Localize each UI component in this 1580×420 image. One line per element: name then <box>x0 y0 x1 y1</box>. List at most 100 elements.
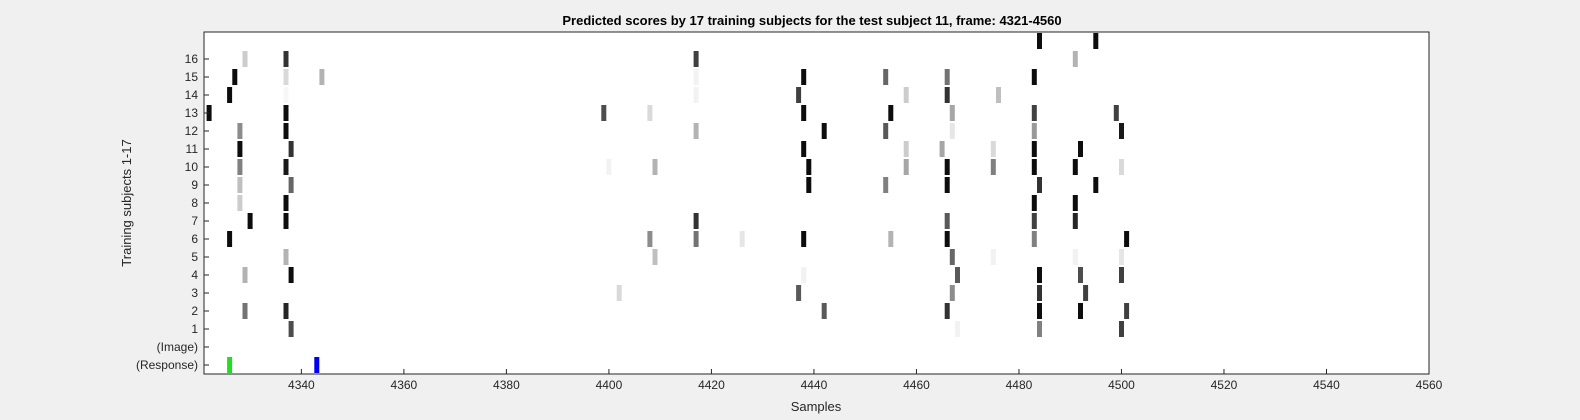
heatmap-cell <box>801 69 807 85</box>
heatmap-cell <box>1093 33 1099 49</box>
heatmap-cell <box>616 285 622 301</box>
heatmap-cell <box>1037 177 1042 193</box>
heatmap-cell <box>1119 159 1124 175</box>
heatmap-cell <box>949 105 955 121</box>
heatmap-cell <box>1031 105 1037 121</box>
x-tick-label: 4440 <box>801 378 828 392</box>
heatmap-cell <box>601 105 607 121</box>
heatmap-cell <box>283 105 289 121</box>
heatmap-cell <box>1078 141 1083 157</box>
heatmap-cell <box>796 285 802 301</box>
y-tick-label: 5 <box>191 250 198 264</box>
heatmap-cell <box>903 141 909 157</box>
heatmap-cell <box>242 303 248 319</box>
heatmap-cell <box>944 213 950 229</box>
heatmap-cell <box>693 69 699 85</box>
y-tick-label: (Response) <box>136 358 198 372</box>
heatmap-cell <box>693 231 699 247</box>
heatmap-cell <box>944 177 950 193</box>
heatmap-cell <box>693 51 699 67</box>
heatmap-cell <box>242 51 248 67</box>
heatmap-cell <box>888 231 894 247</box>
heatmap-cell <box>206 105 212 121</box>
heatmap-cell <box>1078 267 1083 283</box>
heatmap-cell <box>693 123 699 139</box>
heatmap-cell <box>944 159 950 175</box>
heatmap-cell <box>1072 195 1078 211</box>
heatmap-cell <box>1072 51 1078 67</box>
heatmap-cell <box>237 141 243 157</box>
heatmap-cell <box>1119 321 1124 337</box>
heatmap-cell <box>990 249 996 265</box>
y-axis-label: Training subjects 1-17 <box>119 139 134 266</box>
heatmap-cell <box>283 195 289 211</box>
heatmap-cell <box>693 213 699 229</box>
y-tick-label: 11 <box>186 142 199 156</box>
heatmap-cell <box>283 159 289 175</box>
heatmap-cell <box>283 249 289 265</box>
heatmap-cell <box>283 303 289 319</box>
heatmap-cell <box>647 105 653 121</box>
heatmap-cell <box>1037 285 1042 301</box>
response-marker <box>227 357 233 373</box>
heatmap-cell <box>288 141 294 157</box>
y-tick-label: 8 <box>191 196 198 210</box>
heatmap-cell <box>955 321 960 337</box>
y-tick-label: 6 <box>191 232 198 246</box>
heatmap-cell <box>821 303 827 319</box>
y-tick-label: 7 <box>191 214 198 228</box>
heatmap-cell <box>1119 249 1124 265</box>
heatmap-cell <box>1124 303 1130 319</box>
response-marker <box>314 357 320 373</box>
heatmap-cell <box>1083 285 1089 301</box>
heatmap-cell <box>283 213 289 229</box>
heatmap-cell <box>247 213 253 229</box>
heatmap-cell <box>883 69 889 85</box>
heatmap-cell <box>1093 177 1099 193</box>
heatmap-cell <box>944 87 950 103</box>
heatmap-cell <box>1078 303 1083 319</box>
heatmap-cell <box>1031 141 1037 157</box>
heatmap-cell <box>990 159 996 175</box>
heatmap-cell <box>1031 231 1037 247</box>
heatmap-cell <box>949 123 955 139</box>
y-tick-label: 13 <box>185 106 199 120</box>
y-tick-label: 12 <box>185 124 199 138</box>
heatmap-cell <box>283 69 289 85</box>
x-tick-label: 4540 <box>1313 378 1340 392</box>
heatmap-cell <box>903 87 909 103</box>
x-tick-label: 4460 <box>903 378 930 392</box>
heatmap-cell <box>806 159 812 175</box>
heatmap-cell <box>944 69 950 85</box>
heatmap-cells <box>206 33 1130 373</box>
y-tick-label: 9 <box>191 178 198 192</box>
y-tick-label: 3 <box>191 286 198 300</box>
heatmap-cell <box>1037 267 1042 283</box>
axis-ticks: 4340 4360 4380 4400 4420 4440 4460 4480 4500 4520… <box>136 52 1443 392</box>
heatmap-cell <box>955 267 960 283</box>
heatmap-cell <box>242 267 248 283</box>
heatmap-cell <box>806 177 812 193</box>
heatmap-cell <box>227 87 233 103</box>
x-tick-label: 4500 <box>1108 378 1135 392</box>
heatmap-cell <box>288 177 294 193</box>
heatmap-cell <box>1072 213 1078 229</box>
heatmap-cell <box>1113 105 1119 121</box>
heatmap-cell <box>288 267 294 283</box>
heatmap-cell <box>1037 33 1042 49</box>
heatmap-cell <box>1037 303 1042 319</box>
x-tick-label: 4420 <box>698 378 725 392</box>
plot-area <box>203 31 1430 375</box>
heatmap-cell <box>883 177 889 193</box>
heatmap-cell <box>1119 123 1124 139</box>
y-tick-label: 2 <box>191 304 198 318</box>
heatmap-cell <box>283 87 289 103</box>
heatmap-cell <box>319 69 325 85</box>
heatmap-cell <box>237 177 243 193</box>
heatmap-cell <box>990 141 996 157</box>
heatmap-cell <box>996 87 1001 103</box>
heatmap-cell <box>801 141 807 157</box>
x-tick-label: 4560 <box>1416 378 1443 392</box>
heatmap-cell <box>652 159 658 175</box>
y-tick-label: 10 <box>185 160 199 174</box>
